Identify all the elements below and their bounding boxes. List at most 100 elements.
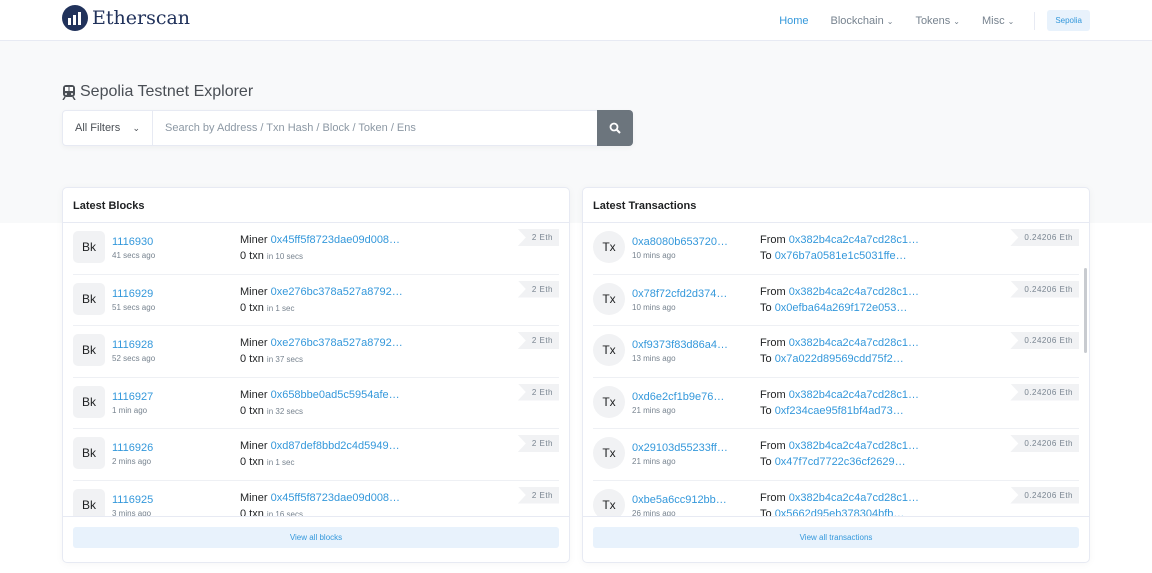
tx-age: 13 mins ago	[632, 354, 676, 363]
block-row: Bk 1116930 41 secs ago Miner 0x45ff5f8723…	[73, 223, 559, 275]
card-title: Latest Transactions	[583, 188, 1089, 223]
block-time: in 32 secs	[266, 406, 303, 416]
block-avatar: Bk	[73, 282, 105, 315]
miner-link[interactable]: 0x658bbe0ad5c5954afe…	[270, 388, 400, 401]
block-age: 2 mins ago	[112, 457, 152, 466]
tx-avatar: Tx	[593, 437, 625, 469]
transaction-row: Tx 0xbe5a6cc912bb… 26 mins ago From 0x382…	[593, 481, 1079, 517]
page-title: Sepolia Testnet Explorer	[62, 83, 253, 101]
nav-blockchain[interactable]: Blockchain ⌄	[830, 14, 894, 27]
block-avatar: Bk	[73, 488, 105, 516]
block-reward-badge: 2 Eth	[517, 229, 559, 246]
chevron-down-icon: ⌄	[953, 16, 960, 26]
block-time: in 1 sec	[266, 303, 295, 313]
view-all-blocks-button[interactable]: View all blocks	[73, 527, 559, 548]
block-number-link[interactable]: 1116925	[112, 493, 154, 506]
to-address-link[interactable]: 0x0efba64a269f172e053…	[774, 301, 908, 314]
tx-hash-link[interactable]: 0xd6e2cf1b9e76…	[632, 390, 725, 403]
to-address-link[interactable]: 0xf234cae95f81bf4ad73…	[774, 404, 904, 417]
to-address-link[interactable]: 0x76b7a0581e1c5031ffe…	[774, 250, 907, 262]
txn-count-link[interactable]: 0 txn	[240, 456, 264, 468]
miner-link[interactable]: 0x45ff5f8723dae09d008…	[270, 234, 401, 246]
transactions-list[interactable]: Tx 0xa8080b653720… 10 mins ago From 0x382…	[583, 223, 1089, 516]
miner-link[interactable]: 0x45ff5f8723dae09d008…	[270, 491, 401, 504]
tx-avatar: Tx	[593, 385, 625, 418]
tx-hash-link[interactable]: 0xbe5a6cc912bb…	[632, 493, 727, 506]
block-row: Bk 1116929 51 secs ago Miner 0xe276bc378a…	[73, 275, 559, 326]
block-age: 1 min ago	[112, 405, 148, 415]
block-reward-badge: 2 Eth	[517, 383, 559, 401]
block-number-link[interactable]: 1116926	[112, 442, 154, 454]
chevron-down-icon: ⌄	[132, 122, 140, 133]
search-button[interactable]	[597, 110, 633, 146]
block-reward-badge: 2 Eth	[517, 332, 559, 349]
to-address-link[interactable]: 0x47f7cd7722c36cf2629…	[774, 456, 906, 468]
search-input[interactable]	[153, 111, 597, 145]
tx-value-badge: 0.24206 Eth	[1010, 229, 1079, 246]
block-time: in 16 secs	[266, 509, 303, 517]
block-avatar: Bk	[73, 334, 105, 366]
miner-link[interactable]: 0xd87def8bbd2c4d5949…	[270, 440, 400, 452]
card-title: Latest Blocks	[63, 188, 569, 223]
tx-age: 21 mins ago	[632, 457, 676, 466]
block-number-link[interactable]: 1116930	[112, 236, 154, 248]
from-address-link[interactable]: 0x382b4ca2c4a7cd28c1…	[788, 440, 919, 452]
tx-age: 21 mins ago	[632, 405, 676, 415]
chevron-down-icon: ⌄	[886, 16, 894, 26]
tx-hash-link[interactable]: 0xf9373f83d86a4…	[632, 339, 729, 351]
tx-age: 26 mins ago	[632, 508, 676, 517]
view-all-transactions-button[interactable]: View all transactions	[593, 527, 1079, 548]
to-address-link[interactable]: 0x7a022d89569cdd75f2…	[774, 353, 904, 365]
latest-transactions-card: Latest Transactions Tx 0xa8080b653720… 10…	[582, 187, 1090, 563]
block-row: Bk 1116928 52 secs ago Miner 0xe276bc378a…	[73, 326, 559, 378]
tx-avatar: Tx	[593, 334, 625, 366]
from-address-link[interactable]: 0x382b4ca2c4a7cd28c1…	[788, 337, 919, 349]
tx-age: 10 mins ago	[632, 302, 676, 312]
block-number-link[interactable]: 1116928	[112, 339, 154, 351]
block-row: Bk 1116926 2 mins ago Miner 0xd87def8bbd2…	[73, 429, 559, 481]
tx-hash-link[interactable]: 0x78f72cfd2d374…	[632, 287, 728, 300]
to-address-link[interactable]: 0x5662d95eb378304bfb…	[774, 507, 905, 517]
block-age: 51 secs ago	[112, 302, 156, 312]
tx-value-badge: 0.24206 Eth	[1010, 280, 1079, 298]
latest-blocks-card: Latest Blocks Bk 1116930 41 secs ago Mine…	[62, 187, 570, 563]
top-navbar: Etherscan Home Blockchain ⌄ Tokens ⌄ Misc ⌄…	[0, 0, 1152, 41]
from-address-link[interactable]: 0x382b4ca2c4a7cd28c1…	[788, 285, 919, 298]
txn-count-link[interactable]: 0 txn	[240, 404, 264, 417]
search-bar: All Filters ⌄	[62, 110, 633, 146]
block-number-link[interactable]: 1116929	[112, 287, 154, 300]
txn-count-link[interactable]: 0 txn	[240, 301, 264, 314]
block-age: 52 secs ago	[112, 354, 156, 363]
block-row: Bk 1116927 1 min ago Miner 0x658bbe0ad5c5…	[73, 378, 559, 429]
from-address-link[interactable]: 0x382b4ca2c4a7cd28c1…	[788, 234, 919, 246]
tx-value-badge: 0.24206 Eth	[1010, 435, 1079, 452]
nav-home[interactable]: Home	[779, 14, 809, 27]
block-number-link[interactable]: 1116927	[112, 390, 154, 403]
transaction-row: Tx 0x29103d55233ff… 21 mins ago From 0x38…	[593, 429, 1079, 481]
from-address-link[interactable]: 0x382b4ca2c4a7cd28c1…	[788, 491, 919, 504]
etherscan-logo[interactable]: Etherscan	[62, 5, 190, 31]
filter-dropdown[interactable]: All Filters ⌄	[63, 111, 153, 145]
miner-link[interactable]: 0xe276bc378a527a8792…	[270, 285, 403, 298]
block-avatar: Bk	[73, 385, 105, 418]
scrollbar[interactable]	[1084, 268, 1087, 353]
tx-hash-link[interactable]: 0xa8080b653720…	[632, 236, 729, 248]
tx-avatar: Tx	[593, 488, 625, 516]
tx-hash-link[interactable]: 0x29103d55233ff…	[632, 442, 728, 454]
nav-tokens[interactable]: Tokens ⌄	[915, 14, 960, 27]
block-reward-badge: 2 Eth	[517, 435, 559, 452]
chevron-down-icon: ⌄	[1007, 16, 1015, 26]
tx-value-badge: 0.24206 Eth	[1010, 383, 1079, 401]
txn-count-link[interactable]: 0 txn	[240, 507, 264, 517]
nav-misc[interactable]: Misc ⌄	[982, 14, 1015, 27]
miner-link[interactable]: 0xe276bc378a527a8792…	[270, 337, 403, 349]
tx-value-badge: 0.24206 Eth	[1010, 332, 1079, 349]
from-address-link[interactable]: 0x382b4ca2c4a7cd28c1…	[788, 388, 919, 401]
txn-count-link[interactable]: 0 txn	[240, 353, 264, 365]
tx-age: 10 mins ago	[632, 251, 676, 260]
tx-avatar: Tx	[593, 231, 625, 263]
blocks-list[interactable]: Bk 1116930 41 secs ago Miner 0x45ff5f8723…	[63, 223, 569, 516]
network-selector[interactable]: Sepolia	[1047, 10, 1090, 31]
txn-count-link[interactable]: 0 txn	[240, 250, 264, 262]
block-time: in 1 sec	[266, 458, 295, 467]
